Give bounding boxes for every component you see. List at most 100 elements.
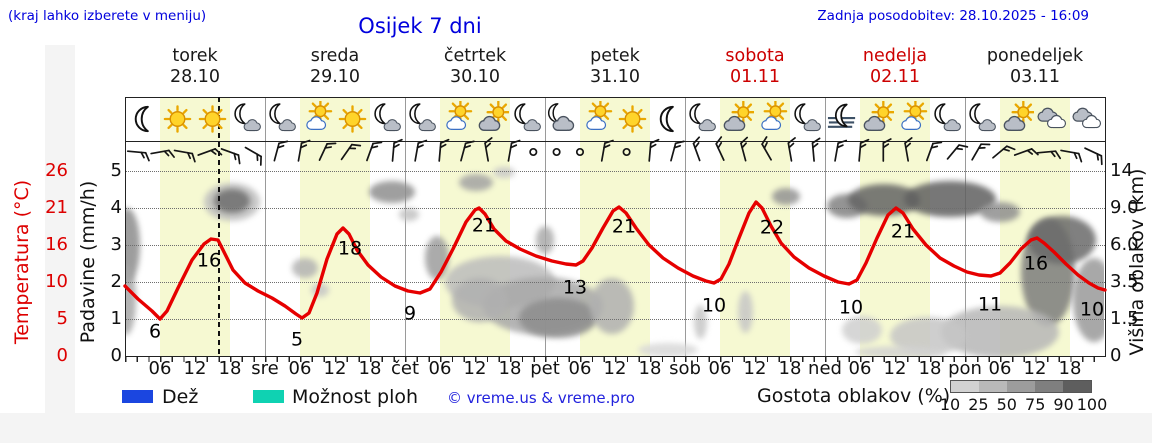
day-boundary-label: ned xyxy=(808,358,842,379)
time-tick-label: 06 xyxy=(288,358,312,379)
wind-barb-icon xyxy=(1060,149,1083,163)
weather-icon-sungray xyxy=(721,100,756,137)
weather-icon-mooncloud xyxy=(931,101,964,137)
cloud-blob xyxy=(126,265,136,335)
wind-barb-icon xyxy=(670,140,685,162)
weather-icon-clouds xyxy=(1071,101,1104,137)
daylight-band xyxy=(720,97,790,356)
weather-icon-mooncloud xyxy=(686,101,719,137)
cloud-blob xyxy=(519,298,597,338)
temperature-tick-label: 10 xyxy=(45,271,68,292)
wind-barb-icon xyxy=(834,139,848,162)
cloud-blob xyxy=(1073,258,1104,342)
temperature-value-label: 16 xyxy=(196,249,222,272)
gridline xyxy=(125,245,1105,246)
temperature-value-label: 10 xyxy=(838,296,864,319)
cloud-blob xyxy=(459,173,493,191)
time-tick-label: 18 xyxy=(1058,358,1082,379)
precipitation-tick-label: 5 xyxy=(110,160,122,181)
time-tick-label: 18 xyxy=(918,358,942,379)
daylight-band xyxy=(300,97,370,356)
time-tick-label: 12 xyxy=(883,358,907,379)
calm-wind-icon xyxy=(575,147,585,157)
day-boundary-label: pon xyxy=(948,358,982,379)
density-segment xyxy=(951,381,979,392)
time-tick-label: 12 xyxy=(183,358,207,379)
daylight-band xyxy=(860,97,930,356)
temperature-value-label: 10 xyxy=(1079,298,1105,321)
time-tick-label: 18 xyxy=(638,358,662,379)
location-menu-hint: (kraj lahko izberete v meniju) xyxy=(8,8,207,24)
weather-icon-mooncloud xyxy=(966,101,999,137)
wind-barb-icon xyxy=(414,139,428,162)
day-separator xyxy=(685,97,686,356)
copyright-link[interactable]: © vreme.us & vreme.pro xyxy=(447,389,635,407)
cloud-blob xyxy=(292,258,318,278)
temperature-value-label: 11 xyxy=(977,293,1003,316)
cloud-height-tick-label: 0 xyxy=(1110,345,1122,366)
weather-icon-box xyxy=(125,97,1106,142)
weather-icon-suncloud xyxy=(301,99,334,137)
last-update-timestamp: Zadnja posodobitev: 28.10.2025 - 16:09 xyxy=(817,8,1089,24)
temperature-value-label: 5 xyxy=(290,328,304,351)
weather-icon-sun xyxy=(161,101,194,137)
wind-barb-icon xyxy=(925,141,943,162)
cloud-blob xyxy=(737,291,753,333)
wind-barb-icon xyxy=(273,140,289,162)
cloud-blob xyxy=(855,346,945,356)
precipitation-tick-label: 0 xyxy=(110,345,122,366)
density-tick-label: 75 xyxy=(1025,395,1046,414)
time-tick-label: 18 xyxy=(498,358,522,379)
temperature-value-label: 21 xyxy=(471,214,497,237)
footer-strip xyxy=(0,413,1152,443)
cloud-blob xyxy=(772,187,800,205)
weather-icon-sungray xyxy=(1001,100,1036,137)
gridline xyxy=(125,171,1105,172)
weather-icon-mooncloud xyxy=(791,101,824,137)
rain-legend-label: Dež xyxy=(162,386,199,408)
day-boundary-label: sre xyxy=(251,358,279,379)
wind-barb-icon xyxy=(858,138,870,162)
cloud-blob xyxy=(693,305,707,339)
cloud-blob xyxy=(369,181,415,203)
cloud-height-tick-label: 3.5 xyxy=(1110,271,1139,292)
day-boundary-label: sob xyxy=(669,358,701,379)
calm-wind-icon xyxy=(552,147,561,157)
cloud-height-tick-label: 14 xyxy=(1110,160,1133,181)
precipitation-tick-label: 2 xyxy=(110,271,122,292)
temperature-value-label: 16 xyxy=(1023,252,1049,275)
wind-barb-icon xyxy=(318,142,337,162)
wind-barb-icon xyxy=(648,138,660,162)
cloud-height-tick-label: 6.0 xyxy=(1110,234,1139,255)
current-time-line xyxy=(218,97,220,356)
day-header-date: 28.10 xyxy=(169,67,221,87)
day-header-date: 30.10 xyxy=(449,67,501,87)
density-tick-label: 50 xyxy=(996,395,1017,414)
time-tick-label: 06 xyxy=(708,358,732,379)
wind-barb-icon xyxy=(600,139,614,162)
temperature-value-label: 18 xyxy=(337,237,363,260)
day-header-name: sreda xyxy=(310,46,360,66)
wind-barb-icon xyxy=(460,140,475,162)
calm-wind-icon xyxy=(529,147,538,157)
cloud-blob xyxy=(452,278,508,322)
weather-icon-suncloud xyxy=(756,99,789,137)
wind-barb-icon xyxy=(740,136,749,162)
cloud-density-legend-label: Gostota oblakov (%) xyxy=(757,385,951,407)
temperature-value-label: 6 xyxy=(148,320,162,343)
day-header-name: sobota xyxy=(725,46,785,66)
time-tick-label: 06 xyxy=(428,358,452,379)
weather-icon-sun xyxy=(336,101,369,137)
weather-icon-suncloud xyxy=(896,99,929,137)
wind-barb-icon xyxy=(692,136,701,162)
wind-barb-icon xyxy=(150,149,175,158)
weather-icon-mooncloud xyxy=(266,101,299,137)
temperature-tick-label: 0 xyxy=(56,345,68,366)
cloud-blob xyxy=(399,207,419,221)
wind-barb-icon xyxy=(715,136,725,162)
page-title: Osijek 7 dni xyxy=(358,14,482,38)
cloud-blob xyxy=(493,166,515,178)
day-header-name: nedelja xyxy=(862,46,928,66)
density-segment xyxy=(1007,381,1035,392)
